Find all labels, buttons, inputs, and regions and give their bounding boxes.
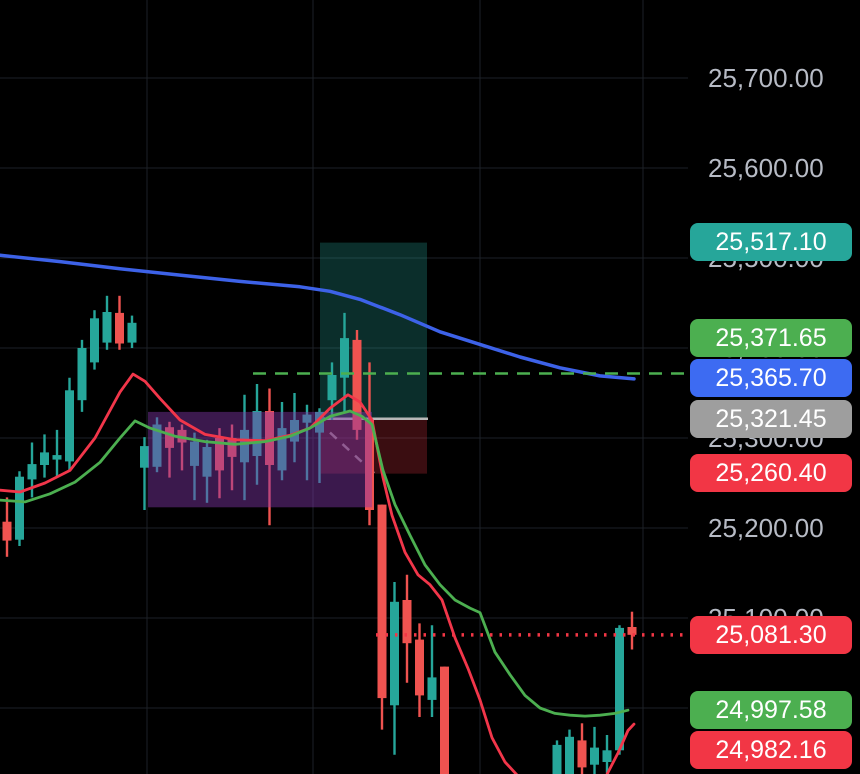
candle-down [265,411,274,465]
candle-up [240,429,249,463]
candle-up [127,322,137,343]
candle-down [377,504,387,699]
candle-up [152,424,162,467]
entry-price-label[interactable]: 25,321.45 [690,400,852,438]
candle-up [65,390,74,462]
candle-up [77,348,87,401]
axis-label-25600: 25,600.00 [708,153,824,183]
candle-up [102,312,112,343]
purple-rectangle-drawing[interactable] [148,411,372,508]
blue-ma-line [0,253,636,381]
candle-up [427,677,437,700]
candle-up [90,318,99,363]
green-ma-price-label: 24,997.58 [690,691,852,729]
candle-down [165,427,174,448]
candle-up [552,744,562,774]
candle-down [365,420,374,510]
candle-down [227,438,237,457]
alert-line-price-label[interactable]: 25,371.65 [690,319,852,357]
candle-up [252,411,262,456]
candle-up [602,750,612,762]
candle-down [440,666,449,774]
candle-up [52,455,62,460]
candle-down [402,600,412,644]
candle-up [140,446,149,468]
candle-up [340,338,349,378]
candle-up [327,375,337,401]
candle-up [277,428,287,471]
price-axis[interactable]: 25,700.0025,600.0025,500.0025,400.0025,3… [688,0,860,774]
candle-up [15,476,24,540]
candle-down [577,740,587,768]
candle-up [565,736,574,774]
green-ma-line [0,409,630,718]
price-chart[interactable] [0,0,688,774]
candle-up [302,414,312,423]
candle-down [415,639,424,696]
candle-up [190,441,199,466]
candle-down [215,438,224,471]
candle-up [27,464,37,480]
red-ma-price-label: 24,982.16 [690,731,852,769]
candle-down [2,521,12,541]
candle-down [627,627,637,635]
blue-ma-price-label: 25,365.70 [690,359,852,397]
candle-up [290,420,299,442]
candle-down [115,312,124,344]
axis-label-25700: 25,700.00 [708,63,824,93]
candle-up [590,747,599,765]
last-price-label: 25,081.30 [690,616,852,654]
candle-up [615,627,624,751]
candle-up [202,447,212,477]
target-price-label[interactable]: 25,517.10 [690,223,852,261]
candle-up [390,601,399,706]
candle-down [352,339,362,430]
candle-up [40,452,49,465]
axis-label-25200: 25,200.00 [708,513,824,543]
stop-price-label[interactable]: 25,260.40 [690,454,852,492]
position-target-zone[interactable] [320,242,427,419]
